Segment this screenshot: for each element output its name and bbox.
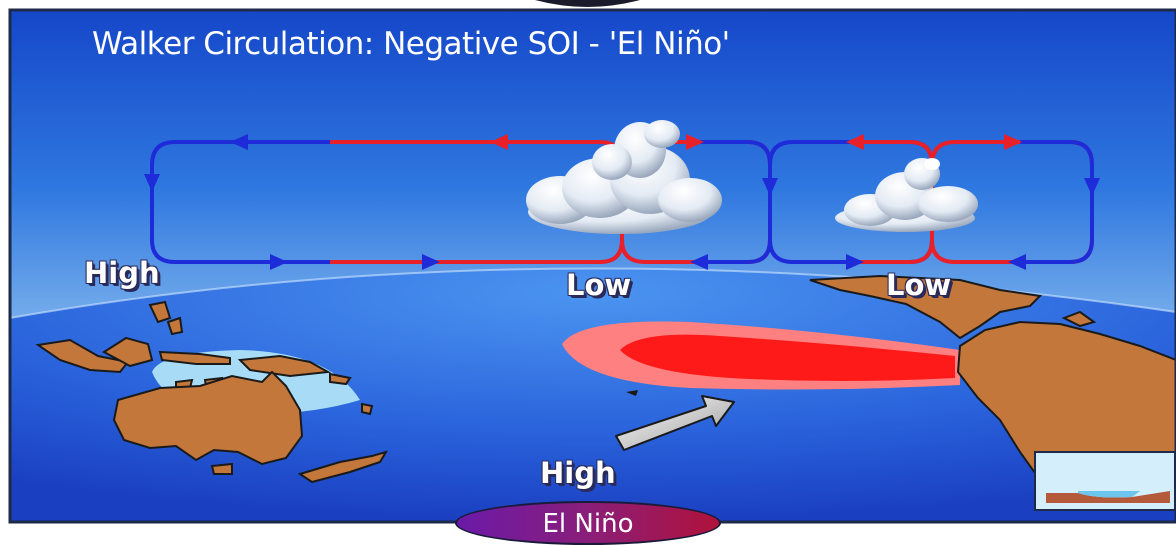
thermocline-inset <box>1034 451 1176 511</box>
pressure-label-low-central: Low <box>566 268 632 302</box>
warm-pool-core <box>620 334 955 381</box>
diagram-title: Walker Circulation: Negative SOI - 'El N… <box>92 26 730 62</box>
pressure-label-high-south: High <box>540 456 616 490</box>
pressure-label-high-west: High <box>84 256 160 290</box>
circulation-loops <box>150 140 1094 264</box>
new-zealand <box>297 450 389 484</box>
arrow-icon <box>615 395 735 451</box>
el-nino-badge: El Niño <box>455 501 721 545</box>
flow-arrowheads <box>144 134 1100 270</box>
australia <box>112 370 304 466</box>
cloud-icon <box>835 158 978 232</box>
pressure-label-low-east: Low <box>886 268 952 302</box>
central-america <box>809 274 1043 340</box>
ocean-globe <box>10 268 1176 522</box>
thermocline-inset-graphic <box>1046 491 1170 503</box>
cloud-icon <box>526 120 722 234</box>
top-notch <box>535 0 640 7</box>
indonesia-islands <box>35 300 374 416</box>
